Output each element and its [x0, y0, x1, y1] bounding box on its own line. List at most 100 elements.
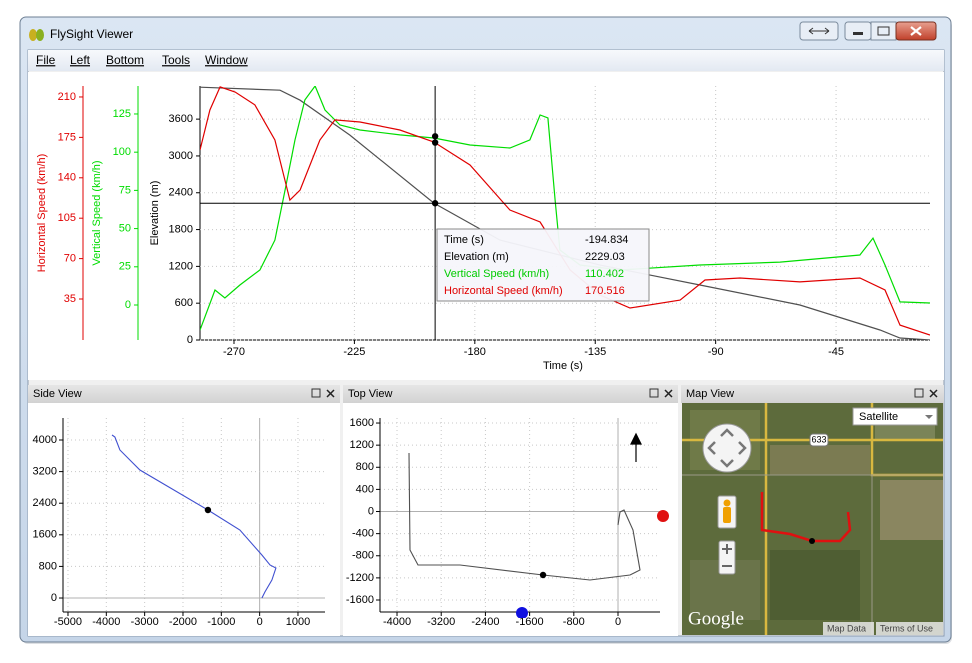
x-tick-label: -5000	[54, 616, 82, 628]
float-button[interactable]	[649, 388, 659, 398]
close-dock-button[interactable]	[929, 389, 938, 398]
pegman-head	[723, 499, 731, 507]
close-dock-button[interactable]	[326, 389, 335, 398]
y-tick-label: 75	[119, 184, 131, 196]
float-button[interactable]	[311, 388, 321, 398]
minimize-button[interactable]	[844, 21, 872, 41]
map-link[interactable]: Map Data	[827, 623, 866, 633]
y-tick-label: 70	[64, 253, 76, 265]
x-tick-label: 0	[615, 616, 621, 628]
float-button[interactable]	[914, 388, 924, 398]
map-dock: Map View	[681, 385, 944, 403]
x-tick-label: -3200	[427, 616, 455, 628]
y-tick-label: 105	[58, 212, 76, 224]
dock-title: Top View	[348, 388, 392, 400]
minor-road	[682, 474, 943, 635]
x-tick-label: -1000	[207, 616, 235, 628]
map-link[interactable]: Terms of Use	[880, 623, 933, 633]
y-tick-label: 1200	[350, 439, 374, 451]
y-tick-label: 35	[64, 293, 76, 305]
zoom-in[interactable]	[722, 544, 732, 554]
position-marker	[204, 506, 212, 514]
field	[770, 445, 870, 475]
dropdown-arrow	[925, 415, 933, 419]
cursor-dot	[431, 200, 439, 207]
y-tick-label: 0	[51, 592, 57, 604]
track	[408, 452, 641, 581]
y-tick-label: 0	[187, 334, 193, 346]
y-tick-label: 2400	[33, 497, 57, 509]
y-tick-label: -800	[352, 550, 374, 562]
north-arrow	[630, 432, 642, 462]
y-tick-label: 1600	[350, 417, 374, 429]
top-dock: Top View	[343, 385, 678, 636]
x-tick-label: -2400	[471, 616, 499, 628]
cursor-dot	[431, 139, 439, 146]
window-title: FlySight Viewer	[50, 27, 133, 41]
side-dock: Side View	[28, 385, 340, 636]
menu-item[interactable]: File	[36, 53, 56, 67]
tooltip-label: Time (s)	[444, 234, 484, 246]
x-tick-label: -4000	[92, 616, 120, 628]
map-type: Satellite	[859, 411, 898, 423]
y-tick-label: 125	[113, 108, 131, 120]
tooltip-value: 110.402	[585, 268, 624, 280]
y-tick-label: 0	[368, 505, 374, 517]
menu-item[interactable]: Tools	[162, 53, 190, 67]
dock-title: Map View	[686, 388, 734, 400]
y-tick-label: 140	[58, 172, 76, 184]
pan-control[interactable]	[702, 423, 752, 473]
tooltip-value: -194.834	[585, 234, 628, 246]
y-tick-label: 800	[356, 461, 374, 473]
maximize-button[interactable]	[870, 21, 897, 41]
menu: File Left Bottom Tools Window	[36, 53, 248, 67]
menu-item[interactable]: Bottom	[106, 53, 144, 67]
x-tick-label: -800	[563, 616, 585, 628]
series-line	[200, 86, 930, 336]
y-tick-label: 3000	[169, 150, 193, 162]
x-tick-label: -1600	[516, 616, 544, 628]
x-axis-label: Time (s)	[543, 360, 583, 372]
x-tick-label: 0	[257, 616, 263, 628]
road-shield	[809, 433, 829, 447]
x-tick-label: -180	[464, 346, 486, 358]
tooltip-value: 2229.03	[585, 251, 625, 263]
map-link-bg	[876, 622, 943, 635]
track	[111, 434, 277, 599]
window-buttons	[799, 21, 937, 41]
y-tick-label: 2400	[169, 187, 193, 199]
map: 633 Satellite Google Map Data Terms of U…	[682, 403, 943, 635]
track-group	[111, 434, 277, 599]
close-dock-button[interactable]	[664, 389, 673, 398]
tooltip	[436, 228, 650, 302]
y-axis-label: Elevation (m)	[149, 181, 161, 246]
x-tick-label: -2000	[169, 616, 197, 628]
y-tick-label: 400	[356, 483, 374, 495]
map-type-dropdown[interactable]	[852, 407, 938, 426]
y-tick-label: 50	[119, 222, 131, 234]
dock-title-bar	[343, 385, 678, 403]
dock-title: Side View	[33, 388, 82, 400]
track-position	[809, 538, 815, 544]
menu-item[interactable]: Window	[205, 53, 248, 67]
top-view-plot: -4000 -3200 -2400 -1600 -800 0-1600-1200-800-…	[346, 417, 669, 628]
x-tick-label: -270	[223, 346, 245, 358]
tooltip-value: 170.516	[585, 285, 625, 297]
tooltip-label: Vertical Speed (km/h)	[444, 268, 549, 280]
x-tick-label: -225	[343, 346, 365, 358]
y-tick-label: 3200	[33, 466, 57, 478]
menu-item[interactable]: Left	[70, 53, 91, 67]
pegman-body	[723, 507, 731, 523]
y-tick-label: 600	[175, 297, 193, 309]
map-link-bg	[823, 622, 874, 635]
close-icon	[910, 26, 922, 36]
y-tick-label: 210	[58, 91, 76, 103]
track-group	[408, 452, 669, 618]
y-tick-label: 800	[39, 560, 57, 572]
x-tick-label: -90	[708, 346, 724, 358]
x-tick-label: -3000	[131, 616, 159, 628]
map-logo: Google	[688, 608, 744, 629]
main-plot: -270 -225 -180 -135 -90 -45 Time (s) 35 70 105 140…	[36, 86, 930, 372]
